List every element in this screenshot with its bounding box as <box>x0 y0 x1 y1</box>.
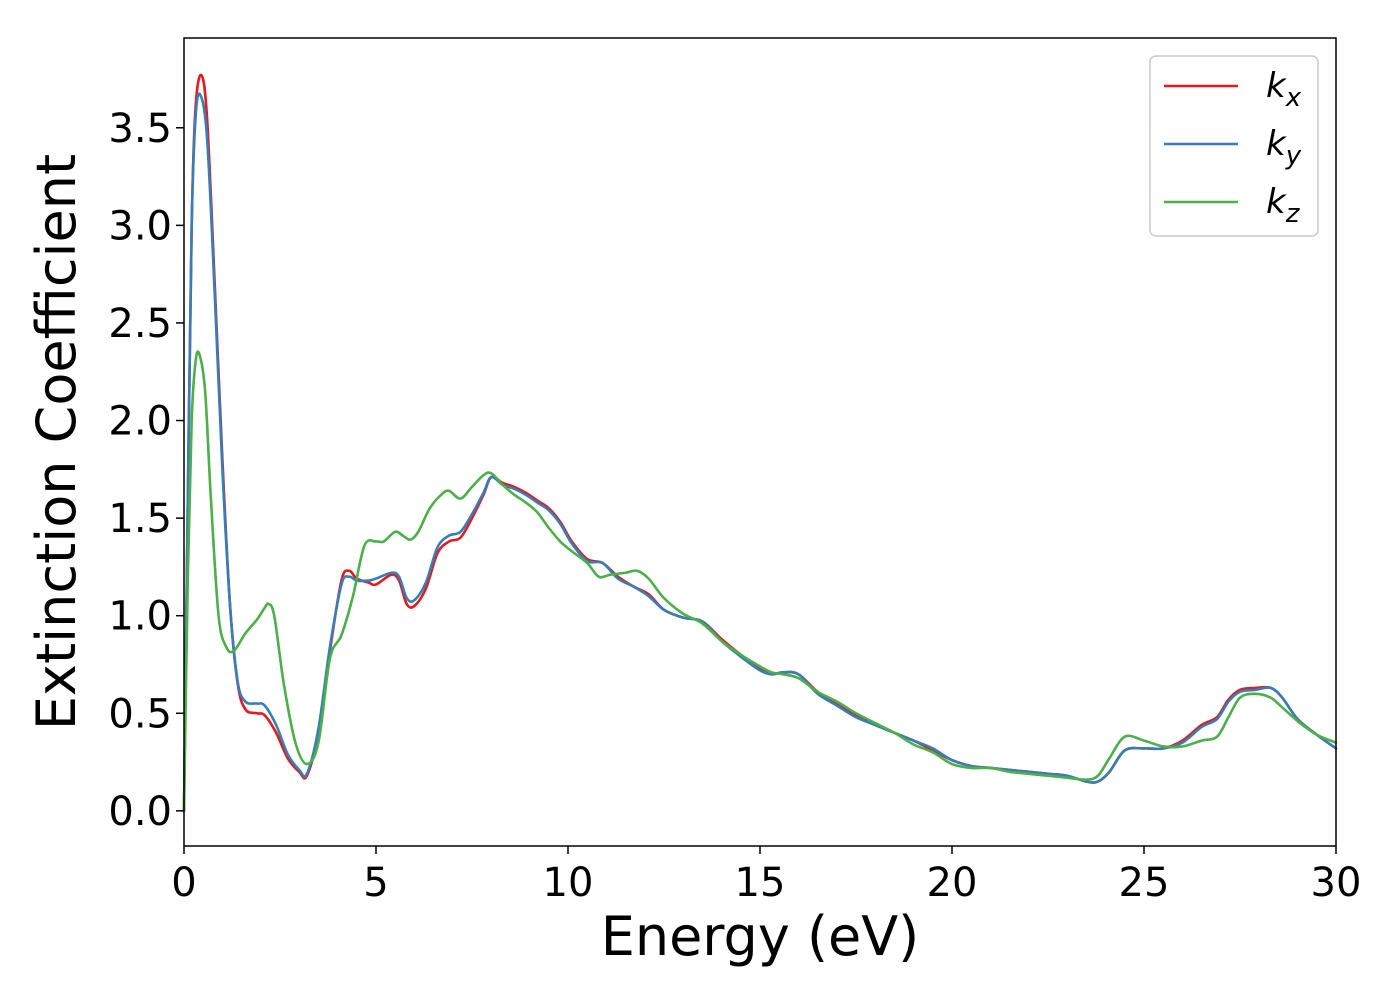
y-tick-label: 3.0 <box>108 203 172 249</box>
y-tick-label: 1.5 <box>108 496 172 542</box>
legend-box <box>1149 55 1319 237</box>
x-tick-label: 5 <box>363 860 388 906</box>
x-tick-label: 15 <box>735 860 786 906</box>
series-layer <box>182 73 1338 813</box>
series-line-ky <box>182 92 1338 813</box>
x-axis: 0 5 10 15 20 25 30 <box>171 846 1361 906</box>
x-tick-label: 30 <box>1311 860 1362 906</box>
y-tick-label: 0.5 <box>108 691 172 737</box>
legend-label-kx: kx <box>1266 66 1302 113</box>
y-tick-label: 2.0 <box>108 399 172 445</box>
x-tick-label: 25 <box>1119 860 1170 906</box>
x-axis-title: Energy (eV) <box>601 905 920 968</box>
legend-label-ky: ky <box>1266 124 1302 171</box>
legend-label-kz: kz <box>1266 182 1301 229</box>
series-line-kz <box>182 350 1338 813</box>
y-axis-title: Extinction Coefficient <box>25 154 88 730</box>
y-tick-label: 2.5 <box>108 301 172 347</box>
y-tick-label: 0.0 <box>108 789 172 835</box>
y-tick-label: 1.0 <box>108 594 172 640</box>
x-tick-label: 20 <box>927 860 978 906</box>
legend: kx ky kz <box>1149 55 1319 237</box>
x-tick-label: 0 <box>171 860 196 906</box>
y-tick-label: 3.5 <box>108 106 172 152</box>
x-tick-label: 10 <box>543 860 594 906</box>
y-axis: 0.0 0.5 1.0 1.5 2.0 2.5 3.0 3.5 <box>108 106 184 835</box>
